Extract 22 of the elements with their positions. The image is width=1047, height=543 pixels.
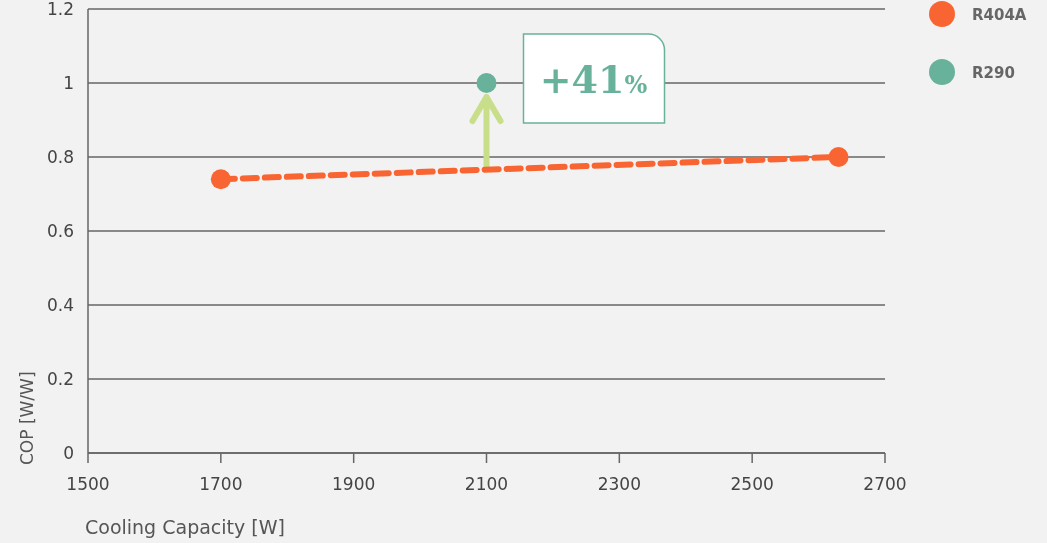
point: [828, 147, 849, 167]
y-tick-label: 0.6: [46, 221, 74, 241]
y-tick-label: 0.2: [46, 369, 74, 389]
x-tick-label: 1500: [66, 474, 110, 494]
legend-label: R290: [972, 64, 1015, 82]
x-tick-label: 2100: [464, 474, 509, 494]
x-axis-title: Cooling Capacity [W]: [85, 516, 285, 538]
x-tick-label: 2300: [597, 474, 641, 494]
annotation: +41%: [539, 57, 648, 102]
point: [476, 73, 497, 93]
x-tick-label: 1900: [332, 474, 376, 494]
y-tick-label: 0.8: [46, 147, 74, 167]
x-tick-label: 2700: [863, 474, 907, 494]
y-tick-label: 1: [63, 73, 74, 93]
y-tick-label: 1.2: [46, 0, 74, 19]
y-tick-label: 0: [63, 443, 74, 463]
point: [210, 169, 231, 190]
y-axis-title: COP [W/W]: [17, 371, 37, 465]
x-tick-label: 1700: [199, 474, 243, 494]
x-tick-label: 2500: [730, 474, 774, 494]
legend-label: R404A: [972, 6, 1027, 24]
y-tick-label: 0.4: [46, 295, 74, 315]
